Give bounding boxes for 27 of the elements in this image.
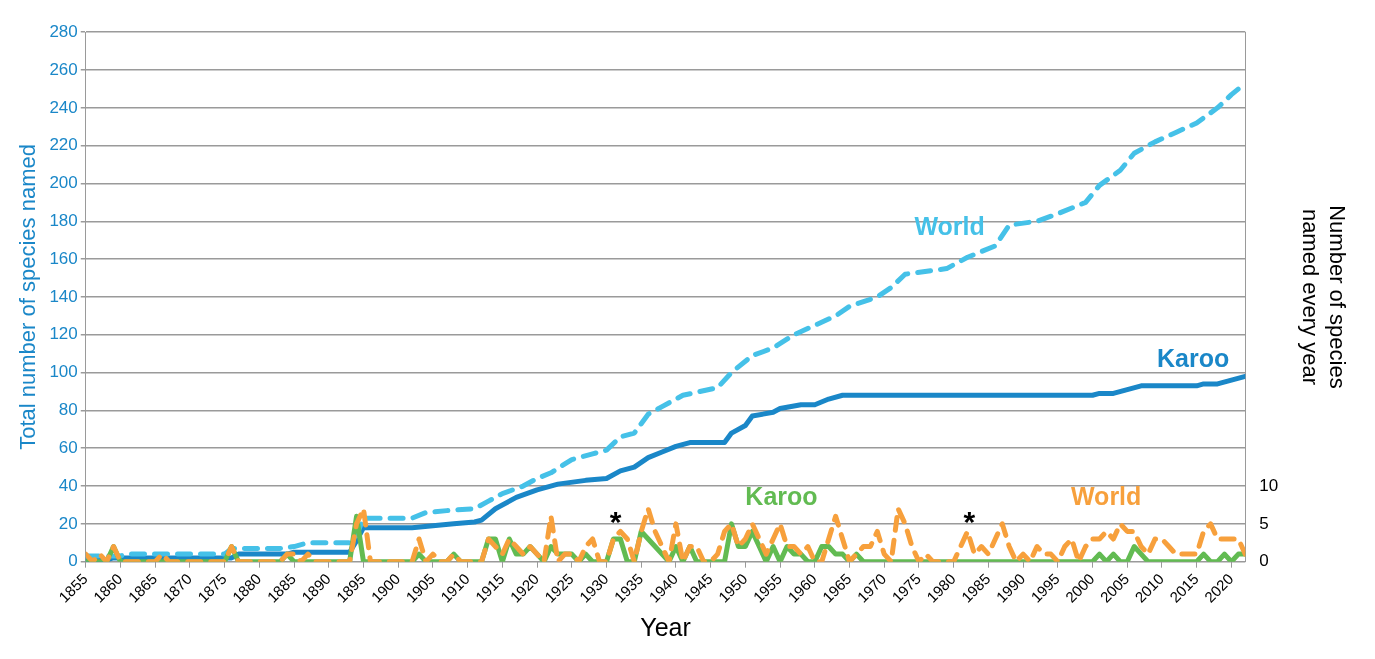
y-tick-label: 40	[58, 475, 78, 495]
y2-axis-title: Number of species named every year	[1298, 205, 1350, 389]
y2-tick-label: 5	[1259, 513, 1269, 533]
y-tick-label: 80	[58, 400, 78, 420]
y2-tick-label: 10	[1259, 475, 1279, 495]
annotation: *	[963, 504, 976, 538]
annotation: *	[609, 504, 622, 538]
y-tick-label: 260	[49, 59, 78, 79]
y-tick-label: 280	[49, 21, 78, 41]
y-tick-label: 20	[58, 513, 78, 533]
y-axis-title: Total number of species named	[15, 144, 41, 450]
y-tick-label: 220	[49, 135, 78, 155]
y-tick-label: 240	[49, 97, 78, 117]
series-label: Karoo	[745, 481, 818, 510]
series-label: Karoo	[1156, 343, 1230, 372]
x-axis-title: Year	[640, 612, 691, 641]
y-tick-label: 60	[58, 437, 78, 457]
y-tick-label: 100	[49, 362, 78, 382]
series-label: World	[914, 212, 985, 241]
y-tick-label: 140	[49, 286, 78, 306]
y-tick-label: 160	[49, 248, 78, 268]
y-tick-label: 180	[49, 210, 78, 230]
series-label: World	[1070, 481, 1142, 510]
y-tick-label: 0	[68, 551, 78, 571]
y-tick-label: 120	[49, 324, 78, 344]
y2-tick-label: 0	[1259, 551, 1269, 571]
y-tick-label: 200	[49, 173, 78, 193]
